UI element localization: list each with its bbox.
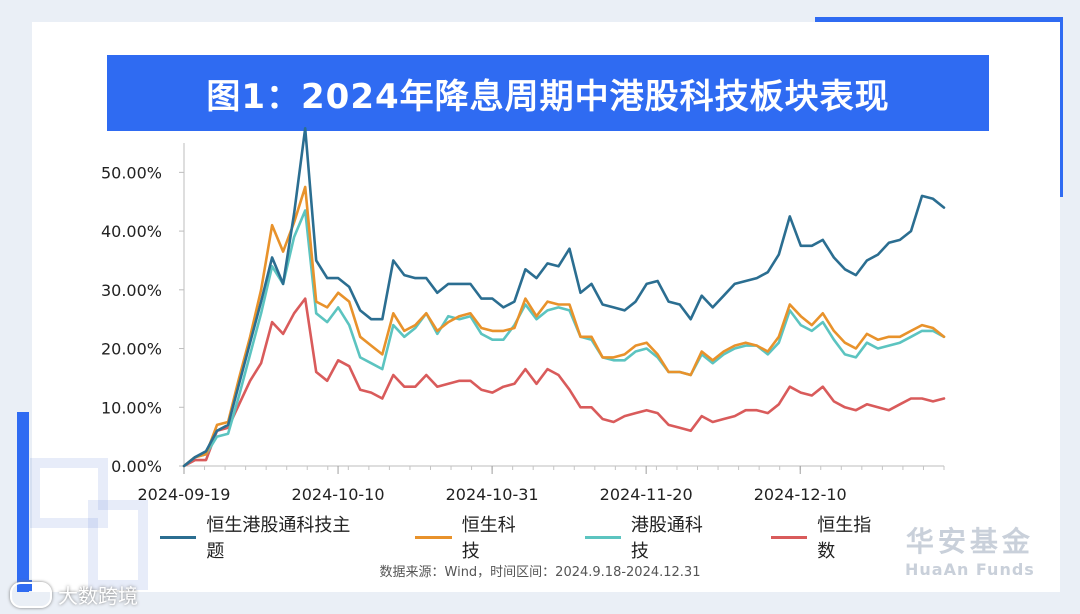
legend-label-2: 恒生科技: [461, 515, 516, 562]
legend-item-4: 恒生指数: [770, 511, 886, 563]
legend-label-3: 港股通科技: [630, 515, 703, 562]
x-tick-label: 2024-10-31: [446, 485, 539, 504]
source-note: 数据来源：Wind，时间区间：2024.9.18-2024.12.31: [379, 565, 701, 580]
y-tick-label: 50.00%: [101, 163, 162, 182]
legend-item-1: 恒生港股通科技主题: [160, 511, 361, 563]
legend-swatch-1: [160, 535, 197, 539]
background-ghost-shape: [30, 458, 108, 528]
series-line-2: [182, 185, 946, 468]
watermark-logo-icon: [10, 581, 52, 608]
chart-legend: 恒生港股通科技主题 恒生科技 港股通科技 恒生指数: [160, 515, 940, 562]
x-tick-label: 2024-09-19: [138, 485, 231, 504]
y-tick-label: 10.00%: [101, 398, 162, 417]
y-tick-label: 30.00%: [101, 281, 162, 300]
legend-item-2: 恒生科技: [415, 511, 530, 563]
y-tick-label: 40.00%: [101, 222, 162, 241]
legend-label-4: 恒生指数: [817, 515, 872, 562]
background-ghost-shape-2: [88, 500, 148, 590]
brand-name-en: HuaAn Funds: [905, 560, 1035, 579]
x-tick-label: 2024-12-10: [754, 485, 847, 504]
legend-swatch-2: [415, 535, 452, 539]
legend-swatch-4: [770, 535, 808, 539]
brand-name-cn: 华安基金: [905, 525, 1034, 558]
frame-bar-left: [17, 412, 29, 592]
legend-label-1: 恒生港股通科技主题: [206, 515, 351, 562]
x-tick-label: 2024-11-20: [600, 485, 693, 504]
brand-logo: 华安基金 HuaAn Funds: [905, 520, 1035, 579]
watermark: 大数跨境: [10, 580, 138, 609]
y-tick-label: 20.00%: [101, 340, 162, 359]
x-tick-label: 2024-10-10: [292, 485, 385, 504]
legend-item-3: 港股通科技: [584, 511, 717, 563]
legend-swatch-3: [584, 535, 621, 539]
y-tick-label: 0.00%: [111, 457, 162, 476]
chart-title: 图1：2024年降息周期中港股科技板块表现: [107, 55, 989, 131]
watermark-text: 大数跨境: [58, 584, 138, 608]
series-line-4: [182, 297, 946, 468]
series-line-1: [182, 127, 946, 468]
series-line-3: [182, 209, 946, 468]
